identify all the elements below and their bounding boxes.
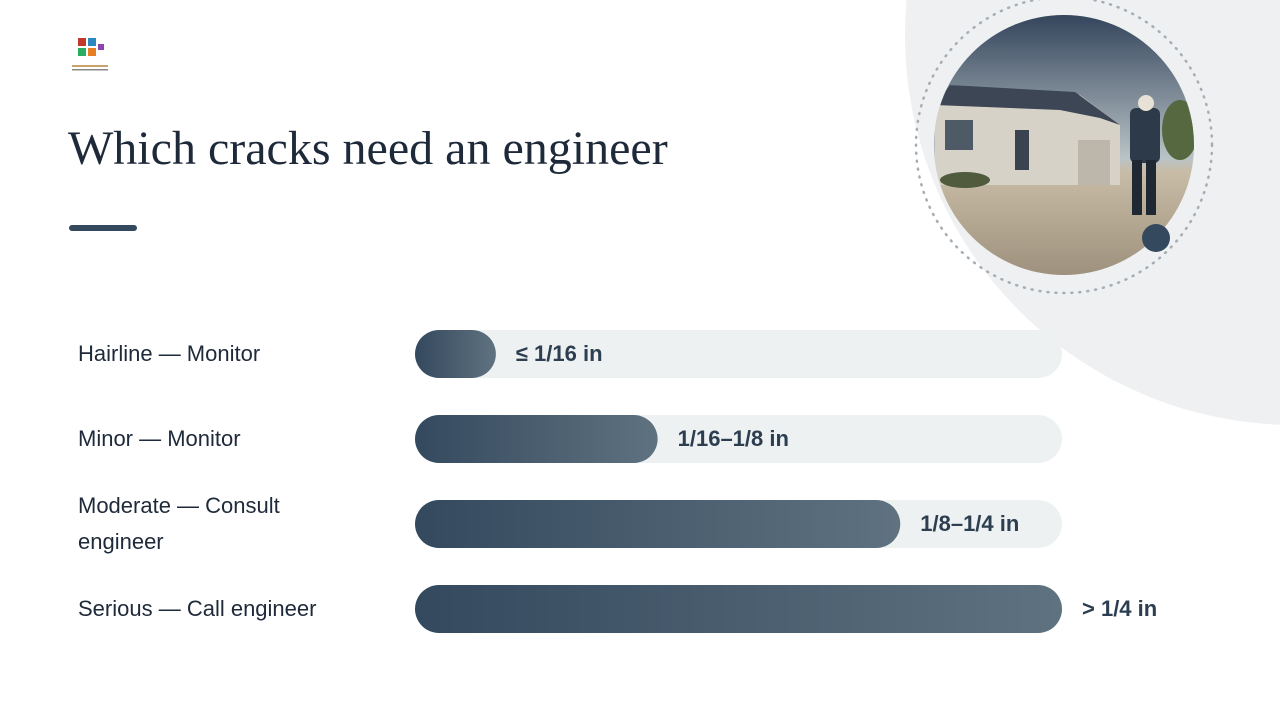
title-underline [69,225,137,231]
bar [415,500,901,548]
accent-dot [1142,224,1170,252]
range-label: ≤ 1/16 in [516,341,603,366]
category-label: Minor — Monitor [78,426,241,451]
bar-track [415,330,1062,378]
bar [415,330,496,378]
range-label: > 1/4 in [1082,596,1157,621]
category-label: Hairline — Monitor [78,341,261,366]
range-label: 1/8–1/4 in [920,511,1019,536]
range-label: 1/16–1/8 in [678,426,789,451]
category-label: Serious — Call engineer [78,596,317,621]
category-label: Moderate — Consult engineer [78,493,280,554]
title: Which cracks need an engineer [68,122,668,175]
bar [415,585,1062,633]
dotted-ring [914,0,1214,295]
bar [415,415,658,463]
logo [72,38,108,71]
